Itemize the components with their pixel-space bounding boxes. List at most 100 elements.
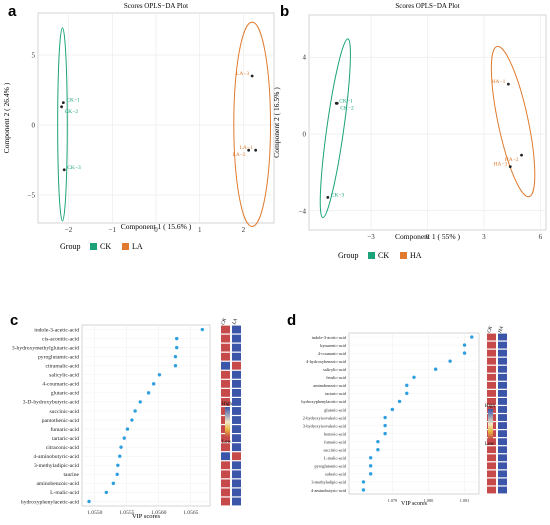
data-point	[247, 148, 251, 152]
heatmap-cell	[232, 461, 241, 470]
panel-label-a: a	[8, 3, 17, 20]
category-label: indole-3-acetic-acid	[312, 335, 347, 340]
legend-label-HA: HA	[410, 251, 422, 260]
y-tick-label: −5	[28, 192, 36, 200]
vip-point	[130, 418, 134, 422]
category-label: 3-hydroxymethylglutaric-acid	[12, 345, 79, 351]
heatmap-cell	[221, 443, 230, 452]
vip-point	[448, 359, 452, 363]
heatmap-cell	[487, 349, 496, 357]
category-label: tartaric-acid	[325, 391, 347, 396]
plot-area-c	[81, 324, 211, 507]
vip-point	[361, 480, 366, 484]
legend-label-CK: CK	[100, 242, 111, 251]
category-label: glutaric-acid	[51, 391, 79, 397]
heatmap-cell	[221, 352, 230, 361]
category-label: pyroglutamic-acid	[38, 354, 79, 360]
colorbar-high-label: High	[222, 402, 233, 407]
panel-label-b: b	[280, 3, 289, 20]
heatmap-cell	[232, 443, 241, 452]
y-tick-label: 0	[303, 131, 307, 139]
legend-swatch-HA	[400, 252, 407, 259]
heatmap-column-label: LA	[232, 317, 239, 326]
category-label: kynurenic-acid	[320, 343, 347, 348]
data-point	[62, 168, 66, 172]
category-label: fumaric-acid	[50, 426, 79, 433]
data-point-label: HA−1	[492, 79, 506, 85]
vip-point	[433, 367, 438, 371]
legend-title: Group	[338, 251, 358, 260]
heatmap-cell	[487, 462, 496, 470]
heatmap-column-label: CK	[221, 317, 228, 326]
chart-title-a: Scores OPLS−DA Plot	[124, 2, 188, 10]
x-axis-label-c: VIP scores	[132, 513, 161, 520]
heatmap-cell	[487, 478, 496, 486]
vip-point	[119, 445, 123, 449]
legend-label-LA: LA	[132, 242, 143, 251]
category-label: succinic-acid	[323, 448, 347, 453]
confidence-ellipse-LA	[233, 21, 272, 227]
heatmap-cell	[487, 381, 496, 389]
x-axis-label-d: VIP scores	[401, 501, 428, 507]
vip-point	[412, 375, 416, 379]
vip-point	[376, 448, 380, 452]
colorbar-low-label: Low	[485, 442, 495, 447]
legend-swatch-CK	[368, 252, 375, 259]
vip-point	[146, 391, 151, 395]
heatmap-cell	[232, 452, 241, 461]
vip-point	[157, 373, 162, 377]
vip-point	[368, 464, 373, 468]
heatmap-cell	[498, 333, 507, 341]
category-label: citramalic-acid	[45, 364, 79, 370]
confidence-ellipse-CK	[319, 38, 351, 219]
chart-title-b: Scores OPLS−DA Plot	[395, 2, 459, 10]
data-point-label: CK−3	[67, 165, 81, 171]
category-label: pyroglutamic-acid	[315, 464, 347, 469]
data-point-label: LA−1	[239, 145, 252, 151]
x-tick-label: 0	[154, 226, 158, 234]
heatmap-cell	[498, 381, 507, 389]
heatmap-cell	[487, 454, 496, 462]
heatmap-column-label: CK	[487, 325, 494, 334]
heatmap-cell	[498, 470, 507, 478]
x-tick-label: 1	[198, 226, 202, 234]
heatmap-cell	[221, 361, 230, 370]
x-axis-label-b: Component 1 ( 55% )	[395, 232, 460, 241]
heatmap-cell	[221, 325, 230, 334]
x-tick-label: 3	[482, 233, 486, 241]
category-label: succinic-acid	[49, 409, 79, 415]
panel-a: a Scores OPLS−DA Plot −2 −1 0 1 2 −5 0 5 Component…	[2, 2, 275, 251]
heatmap-cell	[232, 425, 241, 433]
series-HA: HA−1 HA−2HA−3	[490, 45, 536, 198]
heatmap-cell	[232, 398, 241, 406]
vip-point	[376, 439, 380, 444]
heatmap-cell	[232, 343, 241, 352]
category-label: L-malic-acid	[324, 456, 347, 461]
x-tick-label: 1.0555	[119, 510, 135, 516]
confidence-ellipse-HA	[490, 45, 536, 198]
y-axis-label-a: Component 2 ( 26.4% )	[2, 82, 11, 153]
vip-point	[125, 427, 130, 431]
data-point-label: CK−2	[340, 105, 354, 111]
y-axis-label-b: Component 2 ( 16.5% )	[272, 87, 281, 158]
category-label: citraconic-acid	[46, 445, 79, 451]
heatmap-cell	[487, 398, 496, 405]
series-CK: CK−1 CK−2 CK−3	[57, 27, 81, 222]
panel-label-d: d	[287, 312, 296, 329]
heatmap-c: CK LA	[221, 317, 241, 506]
data-point-label: LA−2	[232, 152, 245, 158]
vip-point	[175, 345, 179, 350]
category-label: taurine	[63, 472, 79, 478]
y-tick-label: 4	[303, 54, 307, 62]
heatmap-cell	[498, 478, 507, 486]
vip-point	[383, 423, 387, 428]
heatmap-cell	[232, 388, 241, 397]
heatmap-cell	[232, 497, 241, 506]
heatmap-cell	[498, 389, 507, 397]
category-label: 4-aminobutyric-acid	[33, 454, 79, 460]
x-tick-label: −1	[109, 226, 117, 234]
legend-a: Group CK LA	[60, 242, 143, 251]
category-label: 4-coumaric-acid	[318, 351, 347, 356]
heatmap-cell	[498, 398, 507, 405]
